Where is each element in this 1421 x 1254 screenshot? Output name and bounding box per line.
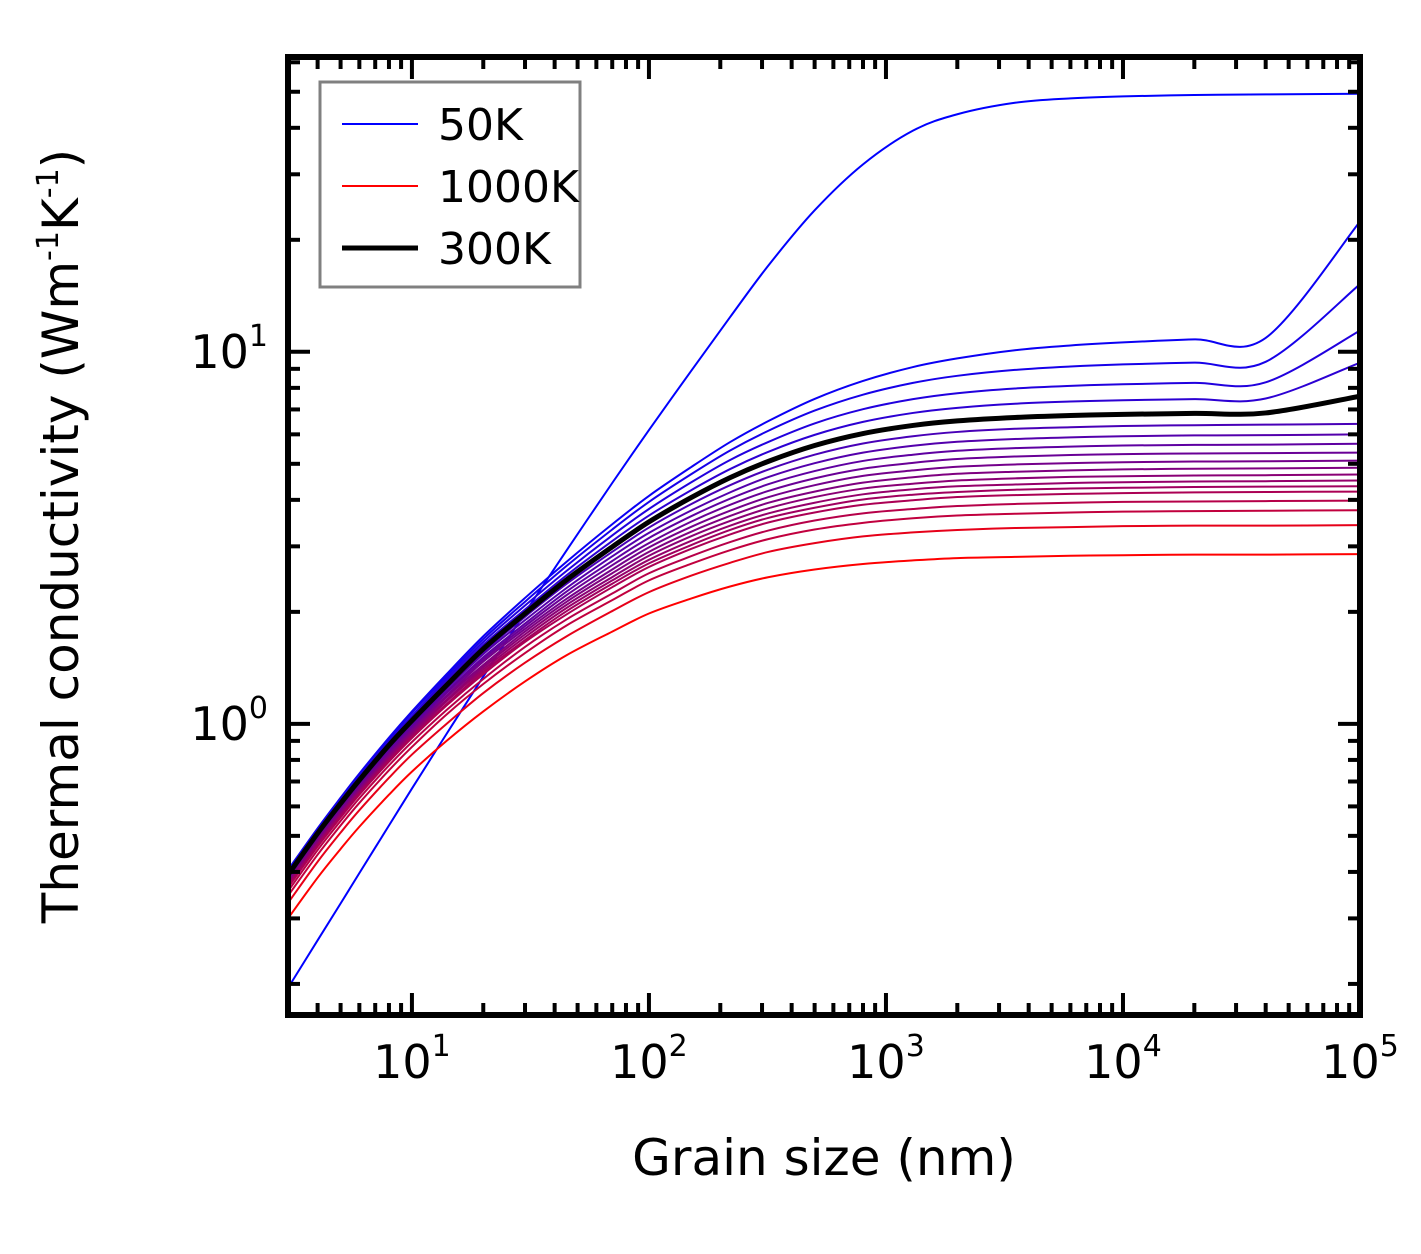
x-tick-label: 104	[1084, 1029, 1162, 1089]
curve-group	[288, 92, 1360, 990]
legend-label-300K: 300K	[438, 224, 552, 275]
series-line-100K	[288, 220, 1360, 871]
series-line-500K	[288, 451, 1360, 881]
legend[interactable]: 50K 1000K 300K	[318, 80, 582, 289]
y-tick-label: 100	[190, 691, 268, 751]
x-axis-label: Grain size (nm)	[632, 1129, 1016, 1187]
series-line-50K	[288, 92, 1360, 990]
y-axis-label: Thermal conductivity (Wm-1K-1)	[31, 149, 90, 924]
x-tick-label: 103	[847, 1029, 925, 1089]
series-line-650K	[288, 473, 1360, 885]
x-tick-label: 101	[373, 1029, 451, 1089]
x-tick-label: 105	[1321, 1029, 1399, 1089]
legend-box	[318, 80, 582, 289]
series-line-750K	[288, 485, 1360, 888]
series-line-950K	[288, 524, 1360, 904]
plot-frame	[285, 54, 1363, 1018]
series-line-550K	[288, 459, 1360, 883]
series-line-700K	[288, 479, 1360, 886]
x-tick-label: 102	[610, 1029, 688, 1089]
svg-text:Thermal conductivity (Wm-1K-1): Thermal conductivity (Wm-1K-1)	[31, 149, 90, 924]
series-line-600K	[288, 466, 1360, 884]
y-tick-label: 101	[190, 319, 268, 379]
series-line-850K	[288, 499, 1360, 893]
series-line-300K-highlight	[288, 393, 1360, 878]
series-line-900K	[288, 509, 1360, 897]
series-line-1000K	[288, 553, 1360, 920]
legend-label-1000K: 1000K	[438, 162, 580, 213]
series-line-150K	[288, 283, 1360, 873]
series-line-450K	[288, 442, 1360, 880]
series-line-800K	[288, 490, 1360, 889]
legend-label-50K: 50K	[438, 100, 524, 151]
series-line-200K	[288, 329, 1360, 874]
